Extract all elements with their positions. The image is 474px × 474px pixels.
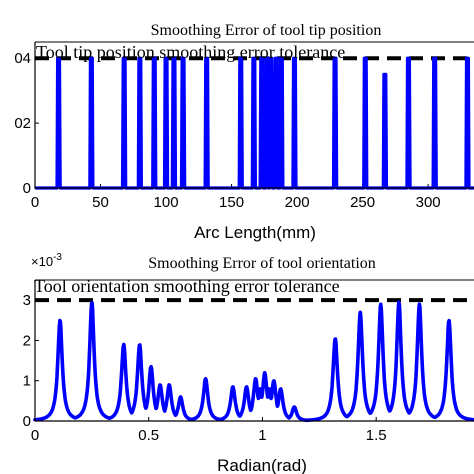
legend-text-top: Tool tip position smoothing error tolera… xyxy=(36,42,345,62)
tick-labels-bottom: 0 0.5 1 1.5 0 1 2 3 xyxy=(23,292,387,444)
x-tick-label-top: 250 xyxy=(350,194,375,211)
y-tick-label-bottom: 1 xyxy=(23,373,31,390)
y-tick-label-bottom: 0 xyxy=(23,413,31,430)
x-axis-label-bottom: Radian(rad) xyxy=(217,456,307,474)
panel-bottom: Smoothing Error of tool orientation ×10-… xyxy=(23,252,474,474)
chart-title-top: Smoothing Error of tool tip position xyxy=(151,22,382,39)
y-tick-label-bottom: 2 xyxy=(23,332,31,349)
axis-frame-top xyxy=(34,42,474,189)
y-tick-label-bottom: 3 xyxy=(23,292,31,309)
series-line-top xyxy=(35,56,474,190)
legend-text-bottom: Tool orientation smoothing error toleran… xyxy=(34,276,340,296)
series-line-bottom xyxy=(33,300,474,423)
panel-top: Smoothing Error of tool tip position 0 50… xyxy=(14,22,474,242)
y-tick-label-top: 02 xyxy=(14,115,31,132)
x-tick-label-bottom: 0 xyxy=(31,427,39,444)
x-tick-label-bottom: 1 xyxy=(258,427,266,444)
x-tick-label-top: 300 xyxy=(416,194,441,211)
tick-labels-top: 0 50 100 150 200 250 300 0 02 04 xyxy=(14,50,440,211)
y-axis-exponent-power: -3 xyxy=(53,252,62,263)
y-axis-exponent-base: ×10 xyxy=(31,254,53,269)
x-tick-label-top: 0 xyxy=(31,194,39,211)
x-tick-label-top: 200 xyxy=(285,194,310,211)
y-tick-label-top: 04 xyxy=(14,50,31,67)
y-tick-label-top: 0 xyxy=(23,180,31,197)
x-tick-label-top: 50 xyxy=(92,194,109,211)
x-tick-label-top: 150 xyxy=(219,194,244,211)
x-tick-label-bottom: 0.5 xyxy=(138,427,159,444)
y-axis-exponent: ×10-3 xyxy=(31,252,62,269)
x-tick-label-bottom: 1.5 xyxy=(366,427,387,444)
axis-frame-bottom xyxy=(34,280,474,422)
chart-title-bottom: Smoothing Error of tool orientation xyxy=(148,255,376,272)
x-tick-label-top: 100 xyxy=(154,194,179,211)
x-axis-label-top: Arc Length(mm) xyxy=(194,223,316,242)
